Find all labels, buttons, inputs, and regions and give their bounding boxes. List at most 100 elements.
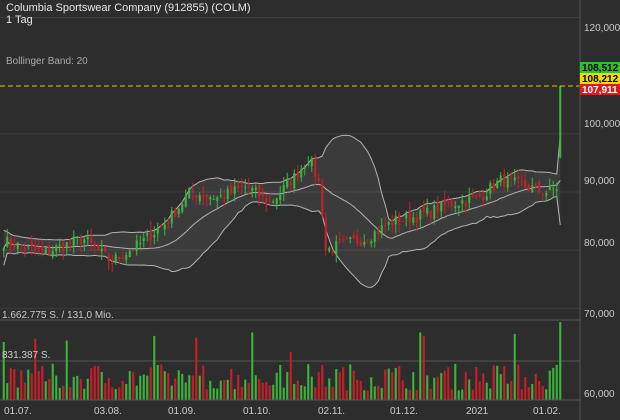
candle-body bbox=[468, 196, 471, 204]
volume-bar bbox=[475, 366, 478, 400]
volume-bar bbox=[83, 388, 86, 400]
tag-high: 108,512 bbox=[582, 63, 619, 74]
price-candles bbox=[2, 85, 562, 273]
candle-body bbox=[394, 215, 397, 225]
middle-band bbox=[3, 179, 561, 250]
volume-bar bbox=[170, 385, 173, 400]
candle-body bbox=[226, 188, 229, 200]
candle-body bbox=[20, 244, 23, 247]
volume-bar bbox=[492, 365, 495, 400]
volume-bar bbox=[34, 338, 37, 400]
candle-body bbox=[58, 244, 61, 246]
candle-body bbox=[230, 185, 233, 194]
candle-body bbox=[268, 201, 271, 203]
volume-bar bbox=[548, 370, 551, 400]
volume-bar bbox=[37, 370, 40, 400]
candle-body bbox=[76, 236, 79, 238]
candle-body bbox=[174, 208, 177, 217]
candle-body bbox=[534, 184, 537, 186]
volume-bar bbox=[356, 379, 359, 400]
candle-body bbox=[555, 189, 558, 191]
volume-bar bbox=[216, 388, 219, 400]
volume-bar bbox=[541, 385, 544, 400]
candle-body bbox=[422, 206, 425, 213]
candle-body bbox=[471, 194, 474, 197]
volume-bar bbox=[405, 388, 408, 400]
candle-body bbox=[146, 233, 149, 236]
candle-body bbox=[331, 250, 334, 253]
candle-body bbox=[373, 231, 376, 242]
candle-body bbox=[303, 167, 306, 169]
candle-body bbox=[552, 188, 555, 190]
volume-bar bbox=[517, 364, 520, 400]
volume-bar bbox=[226, 379, 229, 400]
candle-body bbox=[275, 198, 278, 205]
candle-body bbox=[380, 225, 383, 235]
x-tick-oct: 01.10. bbox=[243, 406, 271, 417]
volume-bar bbox=[142, 374, 145, 400]
candle-body bbox=[524, 179, 527, 188]
volume-bar bbox=[111, 387, 114, 400]
volume-bar bbox=[104, 383, 107, 400]
volume-bar bbox=[90, 367, 93, 400]
volume-bar bbox=[349, 364, 352, 400]
candle-body bbox=[30, 241, 33, 247]
candle-body bbox=[41, 246, 44, 252]
tag-last-box bbox=[580, 73, 620, 84]
lower-band bbox=[3, 195, 561, 288]
band-fill bbox=[3, 135, 561, 288]
volume-bar bbox=[135, 385, 138, 400]
volume-bar bbox=[328, 378, 331, 400]
candle-body bbox=[135, 240, 138, 252]
y-tick-100: 100,000 bbox=[584, 119, 620, 130]
volume-bar bbox=[559, 322, 562, 400]
volume-bar bbox=[240, 386, 243, 400]
y-axis-ticks: 120,000 100,000 90,000 80,000 70,000 60,… bbox=[584, 23, 620, 400]
candle-body bbox=[324, 218, 327, 251]
volume-bar bbox=[415, 390, 418, 400]
volume-tick-60: 60,000 bbox=[584, 389, 615, 400]
candle-body bbox=[475, 195, 478, 197]
candle-body bbox=[310, 158, 313, 167]
volume-bar bbox=[531, 384, 534, 400]
volume-bar bbox=[545, 389, 548, 400]
volume-bar bbox=[247, 383, 250, 400]
volume-bar bbox=[370, 377, 373, 400]
volume-bar bbox=[387, 368, 390, 400]
y-tick-90: 90,000 bbox=[584, 176, 615, 187]
volume-bar bbox=[506, 383, 509, 400]
volume-bar bbox=[426, 375, 429, 400]
candle-body bbox=[499, 175, 502, 183]
volume-bar bbox=[251, 332, 254, 400]
volume-bar bbox=[317, 372, 320, 400]
volume-bar bbox=[310, 376, 313, 400]
volume-bar bbox=[6, 383, 9, 400]
volume-bar bbox=[534, 373, 537, 400]
candle-body bbox=[496, 180, 499, 189]
candle-body bbox=[359, 241, 362, 246]
volume-bar bbox=[433, 377, 436, 400]
candle-body bbox=[254, 187, 257, 190]
volume-bar bbox=[149, 367, 152, 400]
candle-body bbox=[517, 176, 520, 180]
candle-body bbox=[321, 184, 324, 215]
volume-bar bbox=[195, 337, 198, 400]
candle-body bbox=[436, 202, 439, 213]
volume-bar bbox=[65, 340, 68, 400]
candle-body bbox=[454, 206, 457, 209]
candle-body bbox=[328, 247, 331, 251]
candle-body bbox=[97, 244, 100, 251]
volume-bar bbox=[230, 368, 233, 400]
candle-body bbox=[377, 231, 380, 235]
volume-bar bbox=[62, 385, 65, 400]
volume-bar bbox=[422, 335, 425, 400]
volume-bar bbox=[443, 370, 446, 400]
candle-body bbox=[485, 196, 488, 201]
x-tick-feb: 01.02. bbox=[533, 406, 561, 417]
volume-bar bbox=[324, 386, 327, 400]
volume-bar bbox=[58, 387, 61, 400]
candle-body bbox=[37, 247, 40, 250]
volume-bar bbox=[450, 389, 453, 400]
volume-bar bbox=[48, 379, 51, 400]
